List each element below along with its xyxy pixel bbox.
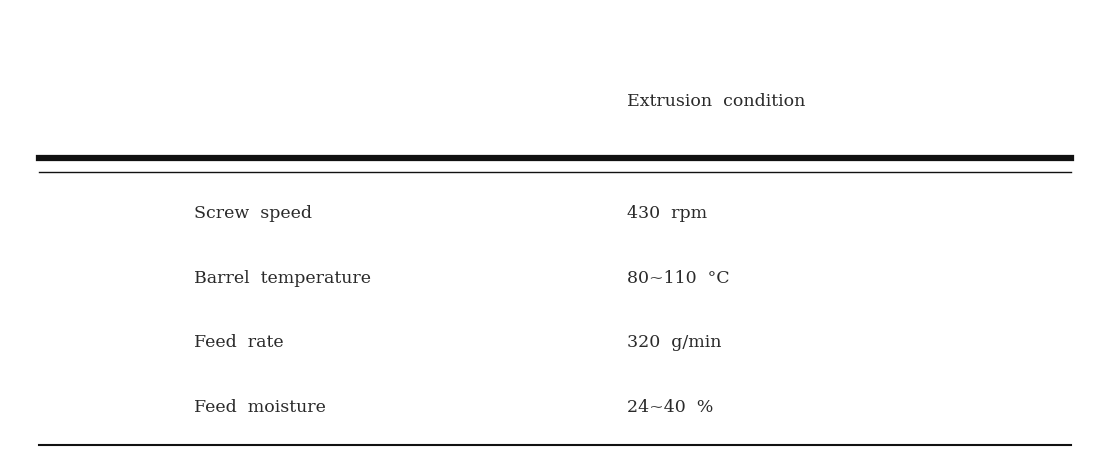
Text: Extrusion  condition: Extrusion condition [627, 93, 806, 109]
Text: Barrel  temperature: Barrel temperature [194, 269, 371, 286]
Text: Feed  moisture: Feed moisture [194, 398, 326, 414]
Text: Screw  speed: Screw speed [194, 205, 312, 222]
Text: 80~110  °C: 80~110 °C [627, 269, 729, 286]
Text: 320  g/min: 320 g/min [627, 334, 722, 350]
Text: Feed  rate: Feed rate [194, 334, 284, 350]
Text: 430  rpm: 430 rpm [627, 205, 707, 222]
Text: 24~40  %: 24~40 % [627, 398, 714, 414]
